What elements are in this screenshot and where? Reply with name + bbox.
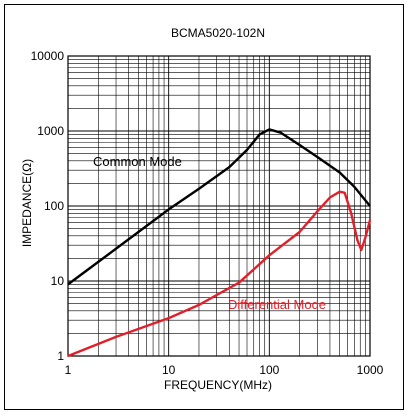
x-tick-label: 1 [65, 363, 72, 377]
chart-title: BCMA5020-102N [171, 26, 265, 40]
x-axis-label: FREQUENCY(MHz) [164, 378, 272, 392]
y-tick-label: 1 [57, 349, 64, 363]
y-axis-label: IMPEDANCE(Ω) [20, 159, 34, 247]
chart-frame [4, 4, 404, 410]
annotation-common-mode: Common Mode [93, 154, 182, 169]
series-lines [67, 128, 372, 358]
y-tick-label: 100 [44, 199, 64, 213]
x-tick-label: 100 [259, 363, 279, 377]
annotation-differential-mode: Differential Mode [228, 297, 326, 312]
tick-labels: 1 10 100 1000 1 10 100 1000 10000 [31, 49, 384, 377]
series-line-differential-mode [67, 190, 372, 358]
y-tick-label: 10000 [31, 49, 65, 63]
x-tick-label: 1000 [357, 363, 384, 377]
series-line-common-mode [67, 128, 371, 286]
y-tick-label: 1000 [37, 124, 64, 138]
x-tick-label: 10 [162, 363, 176, 377]
y-tick-label: 10 [51, 274, 65, 288]
